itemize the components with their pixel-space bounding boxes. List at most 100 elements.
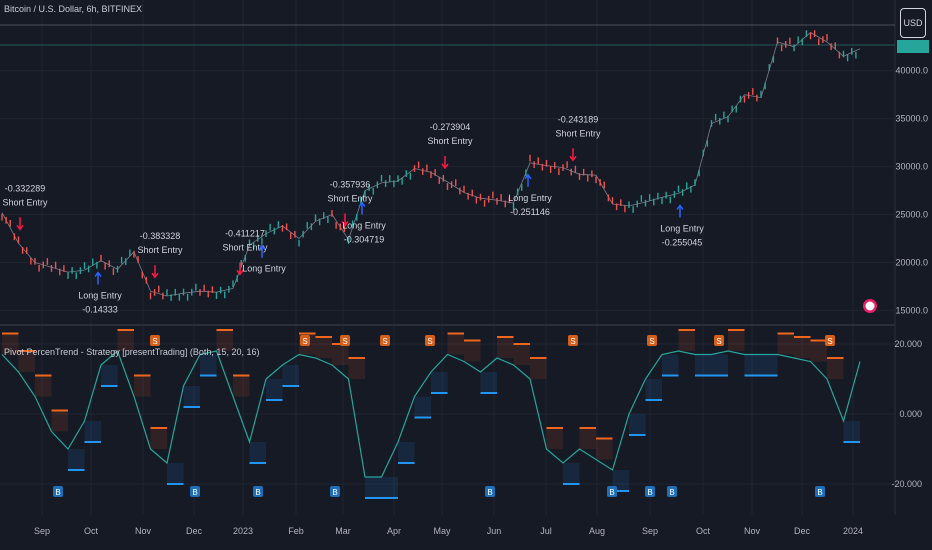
entry-value-label: -0.332289 (5, 183, 46, 193)
trend-fill (431, 372, 448, 393)
entry-type-label: Short Entry (222, 242, 268, 252)
long-entry-arrow (676, 204, 684, 218)
trend-fill (249, 442, 266, 463)
trend-fill (2, 333, 19, 355)
indicator-title: Pivot PercenTrend - Strategy [presentTra… (4, 347, 260, 357)
buy-badge (667, 486, 677, 497)
entry-type-label: Long Entry (242, 264, 286, 274)
trend-fill (563, 463, 580, 484)
trend-fill (233, 375, 250, 397)
trend-fill (645, 379, 662, 400)
trend-fill (827, 358, 844, 379)
time-tick-label: Jul (540, 526, 552, 536)
buy-badge-label: B (817, 488, 822, 497)
short-entry-arrow (16, 217, 24, 231)
sell-badge-label: S (382, 337, 387, 346)
trend-fill (464, 340, 481, 362)
buy-badge-label: B (332, 488, 337, 497)
short-entry-arrow (236, 262, 244, 276)
sell-badge-label: S (427, 337, 432, 346)
entry-value-label: -0.383328 (140, 231, 181, 241)
sell-badge (340, 335, 350, 346)
trend-fill (612, 470, 629, 491)
time-tick-label: Aug (589, 526, 605, 536)
buy-badge-label: B (487, 488, 492, 497)
long-entry-arrow (258, 244, 266, 258)
trend-fill (480, 372, 497, 393)
buy-badge-label: B (669, 488, 674, 497)
sell-badge (714, 335, 724, 346)
trend-fill (200, 354, 217, 376)
buy-badge (253, 486, 263, 497)
entry-type-label: Long Entry (342, 221, 386, 231)
sell-badge (568, 335, 578, 346)
trend-fill (332, 344, 349, 365)
sell-badge-label: S (342, 337, 347, 346)
short-entry-arrow (569, 148, 577, 162)
trend-fill (117, 330, 134, 351)
time-tick-label: 2023 (233, 526, 253, 536)
buy-badge-label: B (192, 488, 197, 497)
time-tick-label: May (433, 526, 451, 536)
buy-badge-label: B (255, 488, 260, 497)
currency-button[interactable]: USD (900, 8, 926, 38)
entry-value-label: -0.411217 (225, 228, 265, 238)
price-line (1, 31, 861, 297)
trend-fill (51, 410, 68, 432)
sell-badge (150, 335, 160, 346)
trend-fill (843, 421, 860, 442)
buy-badge (330, 486, 340, 497)
entry-value-label: -0.14333 (82, 305, 118, 315)
time-tick-label: Dec (186, 526, 203, 536)
sell-badge-label: S (570, 337, 575, 346)
trend-fill (282, 365, 299, 386)
trend-fill (447, 333, 464, 355)
entry-value-label: -0.251146 (510, 207, 550, 217)
buy-badge-label: B (609, 488, 614, 497)
price-tick-label: 35000.0 (895, 114, 928, 124)
trend-fill (414, 396, 431, 418)
short-entry-arrow (441, 155, 449, 170)
buy-badge (645, 486, 655, 497)
trend-fill (183, 386, 200, 407)
buy-badge (190, 486, 200, 497)
trend-fill (678, 330, 695, 351)
price-tick-label: 15000.0 (895, 305, 928, 315)
short-entry-arrow (341, 213, 349, 227)
sell-badge (425, 335, 435, 346)
price-tick-label: 30000.0 (895, 162, 928, 172)
trend-fill (365, 477, 382, 498)
trend-fill (167, 463, 184, 484)
long-entry-arrow (94, 271, 102, 285)
trend-fill (348, 358, 365, 379)
trend-fill (695, 354, 712, 376)
entry-value-label: -0.304719 (344, 235, 385, 245)
trend-fill (266, 379, 283, 400)
event-flag-icon-inner (865, 301, 875, 311)
time-tick-label: Apr (387, 526, 401, 536)
entry-value-label: -0.357936 (330, 179, 371, 189)
entry-type-label: Long Entry (508, 193, 552, 203)
trend-fill (497, 337, 514, 358)
entry-type-label: Short Entry (427, 136, 473, 146)
trend-fill (101, 365, 118, 386)
indicator-tick-label: 20.000 (894, 339, 922, 349)
trend-fill (744, 354, 761, 376)
long-entry-arrow (358, 201, 366, 215)
time-tick-label: Dec (794, 526, 811, 536)
price-tick-label: 20000.0 (895, 257, 928, 267)
time-tick-label: Feb (288, 526, 304, 536)
trend-fill (315, 337, 332, 358)
percent-trend-line (1, 349, 861, 478)
time-tick-label: Nov (135, 526, 152, 536)
trend-fill (546, 428, 563, 449)
sell-badge (380, 335, 390, 346)
trend-fill (84, 421, 101, 442)
time-tick-label: Jun (487, 526, 502, 536)
indicator-tick-label: -20.000 (891, 479, 922, 489)
buy-badge (53, 486, 63, 497)
time-tick-label: Nov (744, 526, 761, 536)
sell-badge (300, 335, 310, 346)
time-tick-label: Mar (335, 526, 351, 536)
